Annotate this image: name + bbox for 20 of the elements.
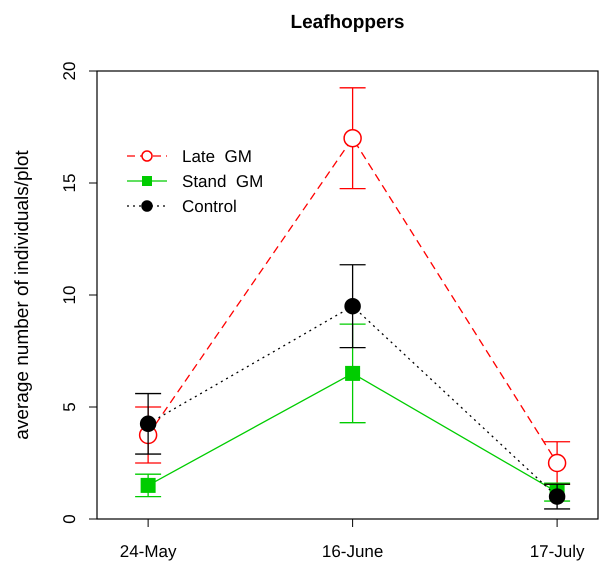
x-tick-label: 16-June [322, 542, 384, 561]
point [344, 298, 361, 314]
point [548, 454, 566, 472]
point [343, 128, 362, 148]
legend-label: Late GM [182, 147, 252, 166]
point [548, 488, 566, 505]
legend-label: Stand GM [182, 172, 264, 191]
y-tick-label: 0 [60, 514, 79, 524]
x-tick-label: 17-July [530, 542, 585, 561]
y-tick-label: 15 [60, 174, 79, 192]
x-tick-label: 24-May [120, 542, 177, 561]
point [140, 478, 156, 493]
y-tick-label: 20 [60, 62, 79, 80]
point [345, 366, 360, 381]
y-tick-label: 10 [60, 286, 79, 304]
point [140, 416, 156, 432]
y-axis-title: average number of individuals/plot [12, 150, 33, 440]
legend-label: Control [182, 197, 237, 216]
y-tick-label: 5 [60, 402, 79, 412]
chart-title: Leafhoppers [290, 12, 405, 33]
